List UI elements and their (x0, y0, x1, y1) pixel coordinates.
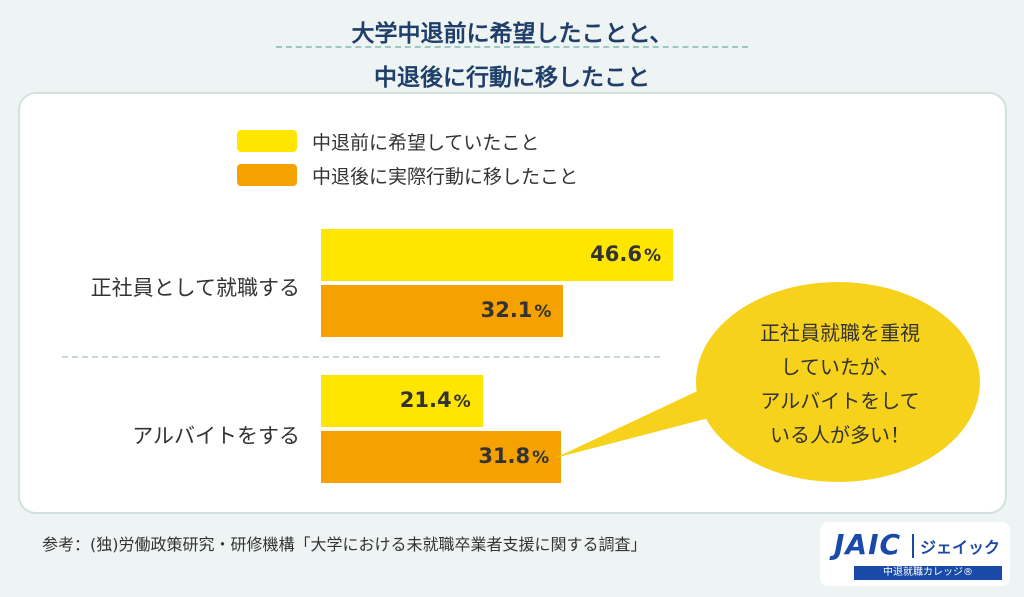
value-number: 46.6 (590, 242, 642, 266)
logo-mark: JAIC (834, 528, 902, 561)
bar-value-label: 46.6% (543, 242, 661, 266)
logo-name: ジェイック (920, 538, 1001, 557)
bar (321, 375, 483, 427)
jaic-logo: JAIC ジェイック 中退就職カレッジ® (820, 522, 1010, 586)
value-unit: % (453, 392, 471, 412)
row-divider (62, 356, 660, 358)
legend-label-before: 中退前に希望していたこと (312, 132, 540, 154)
legend-label-after: 中退後に実際行動に移したこと (312, 166, 579, 188)
source-note: 参考：(独)労働政策研究・研修機構「大学における未就職卒業者支援に関する調査」 (42, 535, 647, 554)
bar (321, 431, 562, 483)
bar (321, 229, 673, 281)
callout-line: アルバイトをして (760, 389, 920, 413)
value-unit: % (532, 448, 550, 468)
bar (321, 285, 564, 337)
bar-value-label: 31.8% (431, 444, 549, 468)
value-unit: % (534, 302, 552, 322)
category-label: アルバイトをする (132, 424, 300, 448)
value-number: 32.1 (480, 298, 533, 322)
chart-title-line2: 中退後に行動に移したこと (374, 65, 650, 91)
chart-title-line1: 大学中退前に希望したことと、 (351, 21, 673, 47)
legend-swatch-after (237, 164, 297, 186)
callout-line: 正社員就職を重視 (760, 321, 920, 345)
bar-value-label: 21.4% (353, 388, 471, 412)
title-divider (276, 46, 748, 48)
callout-line: いる人が多い！ (770, 423, 910, 447)
category-label: 正社員として就職する (90, 276, 300, 300)
bar-value-label: 32.1% (433, 298, 552, 322)
value-number: 31.8 (478, 444, 531, 468)
callout-line: していたが、 (780, 355, 900, 379)
logo-separator (912, 534, 914, 558)
callout-shape (555, 281, 980, 482)
callout-text: 正社員就職を重視 していたが、 アルバイトをして いる人が多い！ (690, 316, 990, 452)
value-unit: % (643, 246, 661, 266)
value-number: 21.4 (399, 388, 452, 412)
legend-swatch-before (237, 130, 297, 152)
logo-subtitle: 中退就職カレッジ® (854, 566, 1002, 580)
